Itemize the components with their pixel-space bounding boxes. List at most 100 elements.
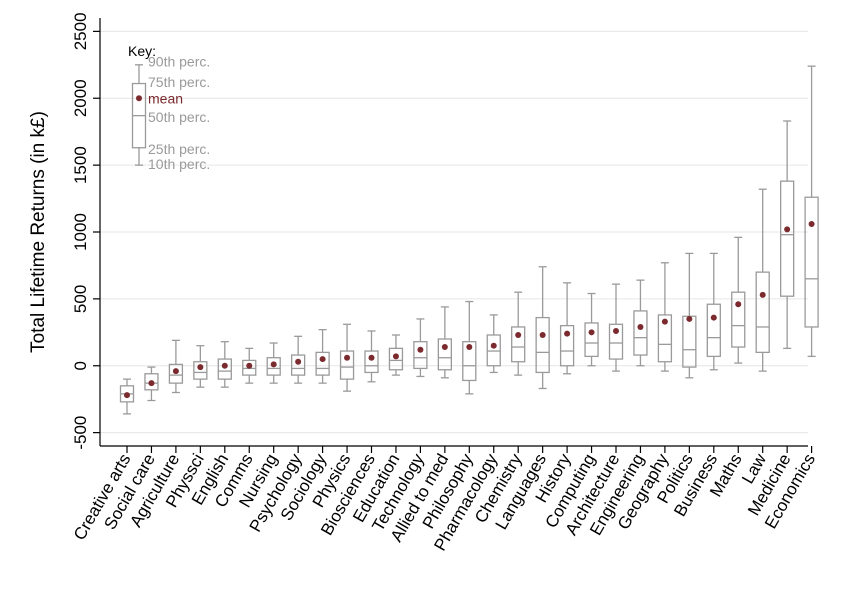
y-tick-label: 0 <box>71 361 90 370</box>
box-law <box>755 188 770 372</box>
legend-label-p50: 50th perc. <box>148 109 210 125</box>
box-iqr <box>657 314 673 363</box>
legend-label-p10: 10th perc. <box>148 156 210 172</box>
mean-dot <box>246 362 253 369</box>
mean-dot <box>441 344 448 351</box>
mean-dot <box>124 392 130 399</box>
box-philosophy <box>462 300 477 395</box>
box-agriculture <box>168 339 184 394</box>
mean-dot <box>686 315 693 322</box>
box-iqr <box>780 180 795 297</box>
box-physics <box>339 323 355 392</box>
box-computing <box>584 292 599 367</box>
box-technology <box>413 318 428 378</box>
box-iqr <box>315 351 330 376</box>
box-iqr <box>193 361 208 380</box>
box-iqr <box>290 354 306 376</box>
mean-dot <box>564 330 571 337</box>
box-iqr <box>559 324 575 367</box>
box-languages <box>535 266 550 390</box>
y-tick-label: 500 <box>71 285 90 313</box>
mean-dot <box>661 318 668 325</box>
box-allied-to-med <box>437 306 453 379</box>
box-economics <box>804 65 819 358</box>
box-physsci <box>193 345 208 388</box>
mean-dot <box>759 291 766 298</box>
box-social-care <box>144 366 159 402</box>
y-tick-label: 2500 <box>71 12 90 50</box>
mean-dot <box>539 331 546 338</box>
box-sociology <box>315 328 330 384</box>
box-medicine <box>780 120 795 350</box>
legend-label-mean: mean <box>148 90 183 106</box>
mean-dot <box>392 353 399 360</box>
box-biosciences <box>364 330 379 383</box>
mean-dot <box>270 361 277 368</box>
box-creative-arts <box>119 378 135 415</box>
box-iqr <box>242 359 257 376</box>
y-tick-label: 1000 <box>71 213 90 251</box>
mean-dot <box>490 342 497 349</box>
legend-mean-dot <box>136 95 142 102</box>
mean-dot <box>172 368 179 375</box>
y-axis: -500 0 500 1000 1500 2000 2500 <box>71 12 101 450</box>
box-iqr <box>339 350 355 380</box>
box-iqr <box>486 334 501 367</box>
box-education <box>388 334 404 376</box>
mean-dot <box>784 226 791 233</box>
box-engineering <box>633 279 648 367</box>
legend-label-p90: 90th perc. <box>148 53 210 69</box>
mean-dot <box>466 344 473 351</box>
mean-dot <box>515 331 522 338</box>
y-tick-label: 2000 <box>71 79 90 117</box>
box-iqr <box>364 350 379 374</box>
box-politics <box>682 252 697 379</box>
box-chemistry <box>511 291 526 376</box>
box-iqr <box>437 338 453 371</box>
mean-dot <box>613 327 619 334</box>
box-architecture <box>608 283 624 372</box>
box-comms <box>242 347 257 384</box>
mean-dot <box>368 354 375 361</box>
box-iqr <box>388 347 404 371</box>
y-tick-label: 1500 <box>71 146 90 184</box>
box-iqr <box>584 322 599 358</box>
box-iqr <box>608 323 624 360</box>
box-iqr <box>144 373 159 391</box>
mean-dot <box>588 329 595 336</box>
legend-label-p25: 25th perc. <box>148 141 210 157</box>
mean-dot <box>319 356 326 363</box>
box-history <box>559 282 575 375</box>
box-psychology <box>290 335 306 384</box>
mean-dot <box>148 380 155 387</box>
legend-title: Key: <box>128 43 156 59</box>
box-geography <box>657 262 673 372</box>
mean-dot <box>735 301 742 308</box>
y-tick-label: -500 <box>71 416 90 450</box>
box-iqr <box>462 341 477 382</box>
box-iqr <box>217 358 232 380</box>
box-iqr <box>755 271 770 354</box>
box-iqr <box>682 315 697 368</box>
mean-dot <box>808 220 815 227</box>
mean-dot <box>417 346 424 353</box>
box-iqr <box>413 341 428 370</box>
box-iqr <box>706 303 721 358</box>
mean-dot <box>637 323 644 330</box>
mean-dot <box>295 358 302 365</box>
box-business <box>706 252 721 371</box>
box-maths <box>731 236 746 364</box>
mean-dot <box>221 362 228 369</box>
box-iqr <box>511 326 526 363</box>
box-iqr <box>168 363 184 384</box>
mean-dot <box>710 314 717 321</box>
legend-label-p75: 75th perc. <box>148 74 210 90</box>
box-nursing <box>266 342 281 384</box>
box-pharmacology <box>486 314 501 374</box>
mean-dot <box>197 364 204 371</box>
box-iqr <box>731 291 746 348</box>
box-iqr <box>633 310 648 356</box>
box-iqr <box>804 196 819 328</box>
